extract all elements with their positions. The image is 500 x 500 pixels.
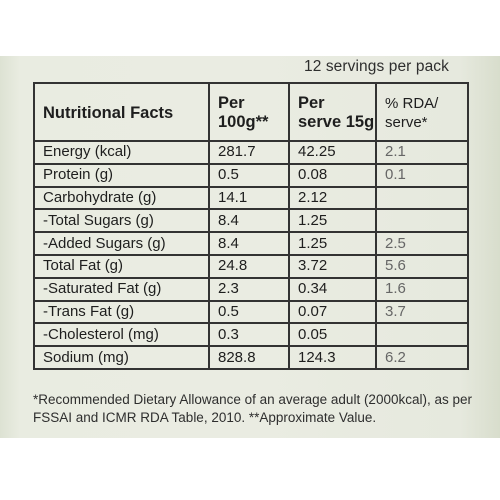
rda-value: 2.5: [375, 231, 469, 256]
rda-value: 6.2: [375, 345, 469, 370]
per-100g-value: 2.3: [208, 276, 290, 302]
per-100g-value: 8.4: [208, 231, 290, 256]
per-100g-value: 828.8: [208, 345, 290, 370]
per-100g-value: 8.4: [208, 208, 290, 234]
nutrition-table: Nutritional Facts Per 100g** Per serve 15g…: [33, 82, 469, 370]
nutrient-label: -Cholesterol (mg): [33, 322, 210, 348]
rda-value: 2.1: [375, 140, 469, 165]
table-header-row: Nutritional Facts Per 100g** Per serve 15g…: [33, 82, 469, 142]
nutrient-label: Protein (g): [33, 162, 210, 188]
footnote: *Recommended Dietary Allowance of an ave…: [33, 391, 473, 427]
header-per-100g: Per 100g**: [208, 82, 290, 142]
per-100g-value: 0.5: [208, 162, 290, 188]
per-serve-value: 0.34: [288, 276, 377, 302]
table-row: Total Fat (g) 24.8 3.72 5.6: [33, 253, 469, 279]
rda-value: 1.6: [375, 276, 469, 302]
rda-value: [375, 208, 469, 234]
per-serve-value: 124.3: [288, 345, 377, 370]
rda-value: [375, 322, 469, 348]
table-row: Protein (g) 0.5 0.08 0.1: [33, 162, 469, 188]
table-row: Energy (kcal) 281.7 42.25 2.1: [33, 140, 469, 165]
per-serve-value: 1.25: [288, 231, 377, 256]
nutrient-label: -Total Sugars (g): [33, 208, 210, 234]
per-100g-value: 14.1: [208, 185, 290, 211]
per-100g-value: 281.7: [208, 140, 290, 165]
nutrient-label: Energy (kcal): [33, 140, 210, 165]
nutrient-label: Carbohydrate (g): [33, 185, 210, 211]
header-rda: % RDA/serve*: [375, 82, 469, 142]
table-row: Carbohydrate (g) 14.1 2.12: [33, 185, 469, 211]
table-row: -Added Sugars (g) 8.4 1.25 2.5: [33, 231, 469, 256]
per-serve-value: 0.07: [288, 299, 377, 325]
table-row: Sodium (mg) 828.8 124.3 6.2: [33, 345, 469, 370]
nutrient-label: -Saturated Fat (g): [33, 276, 210, 302]
per-serve-value: 0.05: [288, 322, 377, 348]
footnote-line-2: FSSAI and ICMR RDA Table, 2010. **Approx…: [33, 410, 377, 425]
rda-value: 5.6: [375, 253, 469, 279]
servings-per-pack: 12 servings per pack: [303, 58, 449, 75]
nutrient-label: -Trans Fat (g): [33, 299, 210, 325]
nutrient-label: -Added Sugars (g): [33, 231, 210, 256]
rda-value: [375, 185, 469, 211]
per-serve-value: 1.25: [288, 208, 377, 234]
nutrient-label: Sodium (mg): [33, 345, 210, 370]
rda-value: 0.1: [375, 162, 469, 188]
table-row: -Cholesterol (mg) 0.3 0.05: [33, 322, 469, 348]
per-100g-value: 0.3: [208, 322, 290, 348]
header-per-serve: Per serve 15g: [288, 82, 377, 142]
nutrient-label: Total Fat (g): [33, 253, 210, 279]
footnote-line-1: *Recommended Dietary Allowance of an ave…: [33, 392, 472, 407]
per-serve-value: 42.25: [288, 140, 377, 165]
table-row: -Trans Fat (g) 0.5 0.07 3.7: [33, 299, 469, 325]
per-serve-value: 3.72: [288, 253, 377, 279]
per-100g-value: 24.8: [208, 253, 290, 279]
table-row: -Saturated Fat (g) 2.3 0.34 1.6: [33, 276, 469, 302]
header-nutritional-facts: Nutritional Facts: [33, 82, 210, 142]
per-serve-value: 0.08: [288, 162, 377, 188]
per-100g-value: 0.5: [208, 299, 290, 325]
table-row: -Total Sugars (g) 8.4 1.25: [33, 208, 469, 234]
rda-value: 3.7: [375, 299, 469, 325]
per-serve-value: 2.12: [288, 185, 377, 211]
